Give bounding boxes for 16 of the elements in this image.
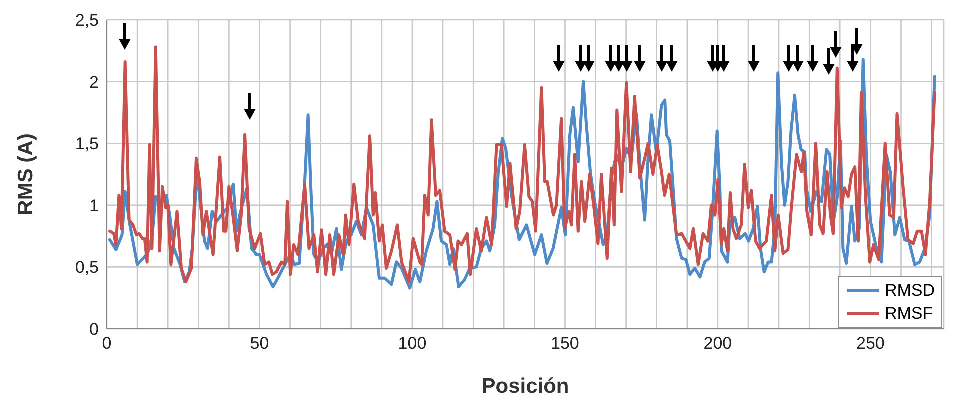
y-tick-label: 2 (90, 72, 99, 92)
x-axis-title: Posición (482, 375, 570, 398)
y-tick-label: 2,5 (75, 11, 99, 30)
y-tick-label: 0 (90, 320, 99, 340)
legend-label: RMSD (884, 280, 935, 300)
y-tick-label: 0,5 (75, 258, 99, 278)
legend-label: RMSF (884, 304, 934, 324)
x-tick-label: 0 (102, 334, 112, 354)
x-tick-label: 250 (856, 334, 885, 354)
x-tick-label: 50 (250, 334, 270, 354)
x-tick-label: 150 (551, 334, 580, 354)
y-tick-label: 1,5 (75, 134, 99, 154)
x-tick-label: 100 (398, 334, 427, 354)
y-axis-title: RMS (A) (14, 134, 38, 216)
y-tick-label: 1 (90, 196, 99, 216)
x-tick-label: 200 (704, 334, 732, 354)
